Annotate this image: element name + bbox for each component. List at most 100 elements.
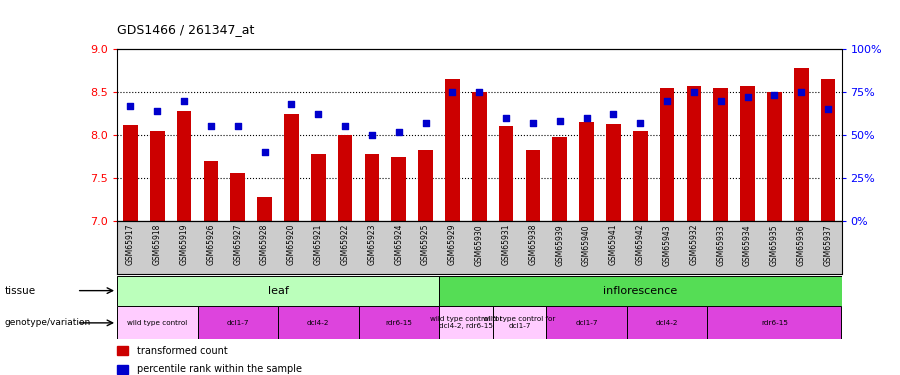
Text: wild type control for
dcl1-7: wild type control for dcl1-7 (483, 316, 555, 329)
Bar (687, 86, 701, 221)
Text: GSM65936: GSM65936 (796, 224, 806, 266)
Bar (358, 306, 439, 339)
Text: GSM65921: GSM65921 (314, 224, 323, 265)
Bar (338, 135, 353, 221)
Text: GSM65927: GSM65927 (233, 224, 242, 266)
Bar (606, 124, 621, 221)
Bar (707, 306, 842, 339)
Text: transformed count: transformed count (137, 346, 228, 356)
Bar (499, 126, 514, 221)
Bar (445, 79, 460, 221)
Text: GSM65918: GSM65918 (153, 224, 162, 265)
Bar (492, 306, 546, 339)
Bar (123, 124, 138, 221)
Bar (230, 173, 245, 221)
Bar (284, 114, 299, 221)
Text: GSM65919: GSM65919 (180, 224, 189, 266)
Bar (546, 306, 626, 339)
Text: GSM65934: GSM65934 (743, 224, 752, 266)
Bar (767, 92, 782, 221)
Point (553, 118, 567, 124)
Text: GSM65935: GSM65935 (770, 224, 778, 266)
Point (741, 94, 755, 100)
Text: GSM65937: GSM65937 (824, 224, 832, 266)
Text: GSM65923: GSM65923 (367, 224, 376, 266)
Text: GSM65922: GSM65922 (340, 224, 349, 265)
Bar (580, 122, 594, 221)
Bar (660, 88, 674, 221)
Text: inflorescence: inflorescence (603, 286, 678, 296)
Text: wild type control for
dcl4-2, rdr6-15: wild type control for dcl4-2, rdr6-15 (429, 316, 502, 329)
Point (580, 115, 594, 121)
Bar (439, 276, 842, 306)
Text: GSM65942: GSM65942 (635, 224, 644, 266)
Text: percentile rank within the sample: percentile rank within the sample (137, 364, 302, 374)
Bar (117, 276, 439, 306)
Bar (117, 365, 128, 374)
Text: GSM65924: GSM65924 (394, 224, 403, 266)
Bar (257, 197, 272, 221)
Text: GDS1466 / 261347_at: GDS1466 / 261347_at (117, 22, 255, 36)
Bar (197, 306, 278, 339)
Text: GSM65929: GSM65929 (448, 224, 457, 266)
Bar (439, 306, 492, 339)
Bar (418, 150, 433, 221)
Bar (310, 154, 326, 221)
Point (821, 106, 835, 112)
Bar (392, 157, 406, 221)
Point (203, 123, 218, 129)
Text: GSM65939: GSM65939 (555, 224, 564, 266)
Text: GSM65943: GSM65943 (662, 224, 671, 266)
Point (177, 98, 192, 104)
Bar (553, 137, 567, 221)
Text: rdr6-15: rdr6-15 (385, 320, 412, 326)
Point (230, 123, 245, 129)
Text: GSM65925: GSM65925 (421, 224, 430, 266)
Text: GSM65926: GSM65926 (206, 224, 215, 266)
Text: GSM65933: GSM65933 (716, 224, 725, 266)
Point (123, 103, 138, 109)
Bar (626, 306, 707, 339)
Point (472, 89, 486, 95)
Text: dcl4-2: dcl4-2 (656, 320, 679, 326)
Bar (278, 306, 358, 339)
Text: dcl4-2: dcl4-2 (307, 320, 329, 326)
Bar (117, 306, 197, 339)
Point (257, 149, 272, 155)
Bar (794, 68, 808, 221)
Point (687, 89, 701, 95)
Point (392, 129, 406, 135)
Text: rdr6-15: rdr6-15 (760, 320, 788, 326)
Bar (117, 346, 128, 355)
Point (794, 89, 808, 95)
Text: GSM65940: GSM65940 (582, 224, 591, 266)
Bar (472, 92, 487, 221)
Text: dcl1-7: dcl1-7 (227, 320, 249, 326)
Text: GSM65931: GSM65931 (501, 224, 510, 266)
Text: GSM65932: GSM65932 (689, 224, 698, 266)
Text: genotype/variation: genotype/variation (4, 318, 91, 327)
Point (633, 120, 647, 126)
Bar (526, 150, 540, 221)
Point (446, 89, 460, 95)
Point (767, 92, 781, 98)
Bar (150, 130, 165, 221)
Text: GSM65917: GSM65917 (126, 224, 135, 266)
Text: dcl1-7: dcl1-7 (575, 320, 598, 326)
Point (660, 98, 674, 104)
Bar (364, 154, 379, 221)
Text: tissue: tissue (4, 286, 36, 296)
Point (499, 115, 513, 121)
Point (714, 98, 728, 104)
Point (607, 111, 621, 117)
Bar (714, 88, 728, 221)
Text: GSM65930: GSM65930 (475, 224, 484, 266)
Point (150, 108, 165, 114)
Text: wild type control: wild type control (127, 320, 187, 326)
Bar (821, 79, 835, 221)
Bar (633, 130, 648, 221)
Point (526, 120, 540, 126)
Text: GSM65938: GSM65938 (528, 224, 537, 266)
Point (418, 120, 433, 126)
Point (364, 132, 379, 138)
